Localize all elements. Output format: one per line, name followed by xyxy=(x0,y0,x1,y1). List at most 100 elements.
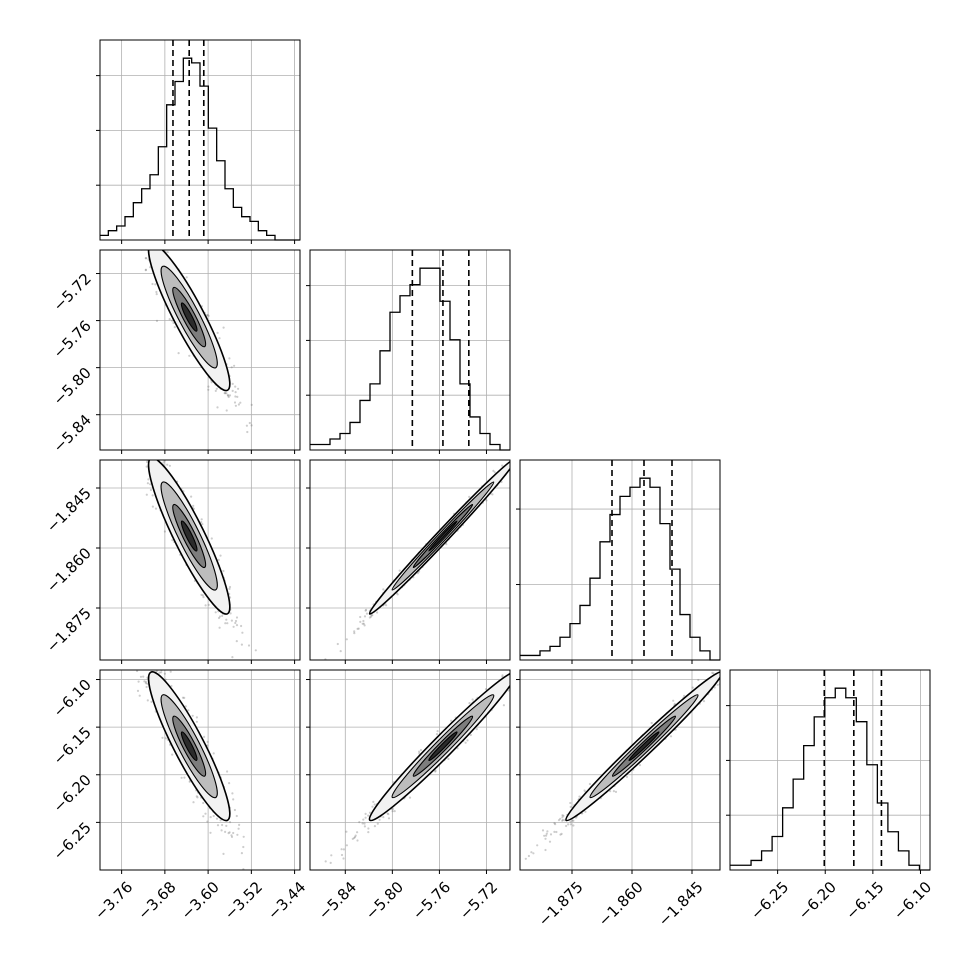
scatter-point xyxy=(201,594,204,597)
scatter-point xyxy=(146,460,149,464)
scatter-point xyxy=(554,823,557,826)
scatter-point xyxy=(386,812,389,815)
scatter-point xyxy=(242,835,245,838)
scatter-point xyxy=(250,403,253,406)
scatter-point xyxy=(362,818,365,821)
scatter-point xyxy=(511,670,513,672)
scatter-point xyxy=(561,819,564,822)
scatter-point xyxy=(155,293,158,296)
y-tick-label: −6.10 xyxy=(50,676,95,721)
scatter-point xyxy=(240,624,243,628)
scatter-point xyxy=(396,593,399,596)
scatter-point xyxy=(183,776,186,779)
scatter-point xyxy=(151,665,153,667)
scatter-point xyxy=(557,412,559,414)
scatter-point xyxy=(206,744,209,747)
scatter-point xyxy=(559,833,562,836)
scatter-point xyxy=(515,671,517,673)
scatter-point xyxy=(195,795,198,798)
scatter-point xyxy=(228,782,231,785)
x-tick-label: −3.60 xyxy=(178,878,223,923)
scatter-point xyxy=(572,819,575,822)
scatter-point xyxy=(716,683,719,687)
scatter-point xyxy=(224,830,227,834)
scatter-point xyxy=(511,455,513,457)
scatter-point xyxy=(232,831,235,835)
scatter-point xyxy=(502,704,505,707)
scatter-point xyxy=(145,665,147,667)
scatter-point xyxy=(141,666,143,668)
scatter-point xyxy=(231,656,234,659)
scatter-point xyxy=(209,831,212,834)
scatter-point xyxy=(712,666,714,668)
scatter-point xyxy=(669,735,673,738)
scatter-point xyxy=(569,801,572,805)
scatter-point xyxy=(516,459,518,461)
scatter-point xyxy=(525,450,527,452)
x-tick-label: −1.845 xyxy=(655,878,707,930)
scatter-point xyxy=(228,587,231,591)
histogram-step-1 xyxy=(310,267,510,451)
scatter-point xyxy=(171,753,174,756)
scatter-point xyxy=(171,539,174,542)
scatter-panel-2-0 xyxy=(96,442,301,664)
scatter-point xyxy=(180,776,183,779)
scatter-point xyxy=(345,638,348,641)
scatter-point xyxy=(145,246,147,248)
scatter-panel-1-0 xyxy=(96,228,301,454)
scatter-point xyxy=(535,432,537,434)
scatter-point xyxy=(371,805,374,808)
scatter-point xyxy=(356,831,359,834)
histogram-panel-2 xyxy=(516,459,721,661)
scatter-point xyxy=(162,461,165,464)
scatter-point xyxy=(235,624,239,627)
scatter-point xyxy=(526,449,528,451)
scatter-point xyxy=(364,609,367,612)
scatter-point xyxy=(137,243,139,245)
scatter-point xyxy=(226,622,229,625)
scatter-point xyxy=(475,728,478,731)
scatter-point xyxy=(650,721,653,725)
scatter-point xyxy=(513,456,515,458)
scatter-point xyxy=(181,696,185,699)
scatter-point xyxy=(238,823,241,827)
scatter-point xyxy=(363,624,366,627)
scatter-point xyxy=(149,236,151,238)
scatter-point xyxy=(513,455,515,457)
scatter-point xyxy=(232,625,235,628)
scatter-point xyxy=(527,854,531,858)
scatter-point xyxy=(200,521,203,524)
scatter-point xyxy=(515,460,517,462)
scatter-point xyxy=(155,319,159,322)
scatter-point xyxy=(553,830,556,834)
scatter-point xyxy=(416,572,419,575)
scatter-point xyxy=(220,829,223,832)
scatter-point xyxy=(363,825,366,828)
scatter-point xyxy=(237,827,240,830)
scatter-point xyxy=(139,675,143,678)
scatter-point xyxy=(149,228,151,230)
scatter-point xyxy=(571,819,574,822)
scatter-point xyxy=(228,585,232,589)
scatter-point xyxy=(245,424,248,427)
scatter-point xyxy=(382,588,385,591)
hist-frame-1 xyxy=(309,249,511,451)
scatter-point xyxy=(517,448,519,450)
scatter-point xyxy=(365,612,369,615)
scatter-point xyxy=(758,633,760,635)
scatter-point xyxy=(233,808,236,812)
scatter-point xyxy=(221,614,224,618)
scatter-point xyxy=(138,442,140,444)
y-tick-label: −5.80 xyxy=(50,364,95,409)
scatter-point xyxy=(146,245,148,247)
scatter-point xyxy=(419,748,423,752)
scatter-point xyxy=(143,666,145,668)
scatter-point xyxy=(191,714,194,717)
scatter-point xyxy=(356,839,359,842)
scatter-point xyxy=(218,615,222,618)
scatter-point xyxy=(148,668,150,670)
scatter-point xyxy=(373,803,376,806)
hist-frame-0 xyxy=(99,39,301,241)
scatter-point xyxy=(515,661,517,663)
scatter-point xyxy=(209,816,212,819)
